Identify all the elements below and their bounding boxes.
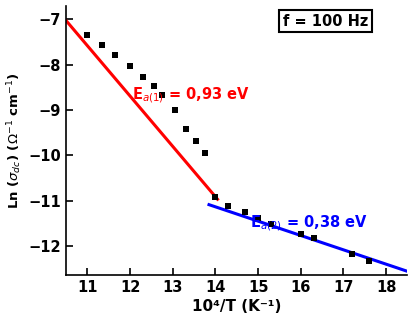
Point	[310, 236, 317, 241]
Point	[255, 215, 261, 220]
Text: E$_{a(2)}$ = 0,38 eV: E$_{a(2)}$ = 0,38 eV	[249, 213, 368, 233]
Point	[202, 150, 208, 156]
Point	[297, 231, 304, 236]
Point	[171, 107, 178, 112]
Point	[268, 222, 274, 227]
Text: E$_{a(1)}$ = 0,93 eV: E$_{a(1)}$ = 0,93 eV	[132, 85, 250, 105]
Point	[140, 75, 146, 80]
Point	[159, 93, 165, 98]
Point	[193, 138, 199, 143]
Point	[366, 258, 373, 263]
Point	[99, 43, 106, 48]
Point	[127, 63, 133, 68]
Point	[112, 52, 119, 57]
Text: f = 100 Hz: f = 100 Hz	[283, 14, 368, 29]
Point	[225, 204, 232, 209]
Point	[150, 84, 157, 89]
Point	[212, 195, 219, 200]
Y-axis label: Ln ($\sigma_{dc}$) ($\Omega^{-1}$ cm$^{-1}$): Ln ($\sigma_{dc}$) ($\Omega^{-1}$ cm$^{-…	[5, 72, 24, 209]
X-axis label: 10⁴/T (K⁻¹): 10⁴/T (K⁻¹)	[192, 300, 281, 315]
Point	[242, 209, 249, 214]
Point	[182, 127, 189, 132]
Point	[349, 252, 355, 257]
Point	[84, 32, 91, 37]
